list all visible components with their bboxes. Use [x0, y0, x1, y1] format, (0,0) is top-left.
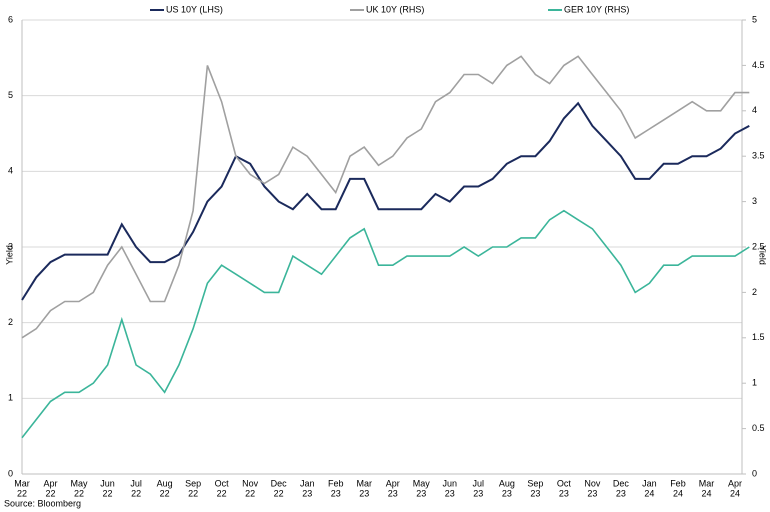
x-tick-label: 22: [131, 488, 141, 498]
x-tick-label: Aug: [157, 478, 173, 488]
x-tick-label: 22: [46, 488, 56, 498]
x-tick-label: 22: [103, 488, 113, 498]
y-tick-label: 2: [8, 317, 13, 327]
y2-tick-label: 1: [752, 378, 757, 388]
y-tick-label: 5: [8, 90, 13, 100]
y-tick-label: 6: [8, 14, 13, 24]
x-tick-label: 22: [188, 488, 198, 498]
x-tick-label: 23: [416, 488, 426, 498]
x-tick-label: Oct: [215, 478, 230, 488]
y2-tick-label: 2: [752, 287, 757, 297]
source: Source: Bloomberg: [4, 498, 81, 508]
y2-tick-label: 0: [752, 468, 757, 478]
y2-tick-label: 0.5: [752, 423, 765, 433]
x-tick-label: 24: [701, 488, 711, 498]
x-tick-label: 23: [559, 488, 569, 498]
x-tick-label: 23: [616, 488, 626, 498]
x-tick-label: 23: [388, 488, 398, 498]
y2-tick-label: 5: [752, 14, 757, 24]
series-line: [21, 55, 750, 339]
x-tick-label: Jun: [100, 478, 115, 488]
x-tick-label: 23: [502, 488, 512, 498]
x-tick-label: 22: [217, 488, 227, 498]
x-tick-label: 23: [473, 488, 483, 498]
x-tick-label: 23: [530, 488, 540, 498]
x-tick-label: May: [413, 478, 431, 488]
x-tick-label: Sep: [527, 478, 543, 488]
x-tick-label: Apr: [728, 478, 742, 488]
x-tick-label: Jul: [473, 478, 485, 488]
x-tick-label: 23: [445, 488, 455, 498]
x-tick-label: 23: [587, 488, 597, 498]
x-tick-label: 24: [673, 488, 683, 498]
y2-axis-label: Yield: [758, 245, 768, 265]
legend-label: US 10Y (LHS): [166, 4, 223, 14]
x-tick-label: Mar: [356, 478, 372, 488]
x-tick-label: Mar: [14, 478, 30, 488]
y2-tick-label: 4: [752, 105, 757, 115]
x-tick-label: Jun: [443, 478, 458, 488]
y2-tick-label: 3.5: [752, 151, 765, 161]
x-tick-label: Sep: [185, 478, 201, 488]
x-tick-label: Apr: [44, 478, 58, 488]
legend-label: GER 10Y (RHS): [564, 4, 629, 14]
series-line: [21, 101, 750, 301]
x-tick-label: Dec: [271, 478, 288, 488]
x-tick-label: Feb: [328, 478, 344, 488]
x-tick-label: 24: [730, 488, 740, 498]
y-axis-label: Yield: [4, 245, 14, 265]
x-tick-label: Feb: [670, 478, 686, 488]
y-tick-label: 1: [8, 393, 13, 403]
x-tick-label: May: [71, 478, 89, 488]
x-tick-label: 22: [274, 488, 284, 498]
x-tick-label: 23: [359, 488, 369, 498]
y-tick-label: 0: [8, 468, 13, 478]
y2-tick-label: 3: [752, 196, 757, 206]
x-tick-label: 23: [302, 488, 312, 498]
x-tick-label: 23: [331, 488, 341, 498]
y-tick-label: 3: [8, 241, 13, 251]
y2-tick-label: 4.5: [752, 60, 765, 70]
x-tick-label: Nov: [584, 478, 601, 488]
x-tick-label: Nov: [242, 478, 259, 488]
x-tick-label: 22: [245, 488, 255, 498]
x-tick-label: Apr: [386, 478, 400, 488]
x-tick-label: Aug: [499, 478, 515, 488]
x-tick-label: Jan: [642, 478, 657, 488]
x-tick-label: Jul: [130, 478, 142, 488]
y2-tick-label: 1.5: [752, 332, 765, 342]
series-line: [21, 209, 750, 439]
x-tick-label: 22: [74, 488, 84, 498]
x-tick-label: 24: [644, 488, 654, 498]
y-tick-label: 4: [8, 166, 13, 176]
x-tick-label: Mar: [699, 478, 715, 488]
y2-tick-label: 2.5: [752, 241, 765, 251]
x-tick-label: 22: [160, 488, 170, 498]
x-tick-label: Jan: [300, 478, 315, 488]
x-tick-label: Oct: [557, 478, 572, 488]
legend-label: UK 10Y (RHS): [366, 4, 424, 14]
x-tick-label: Dec: [613, 478, 630, 488]
x-tick-label: 22: [17, 488, 27, 498]
